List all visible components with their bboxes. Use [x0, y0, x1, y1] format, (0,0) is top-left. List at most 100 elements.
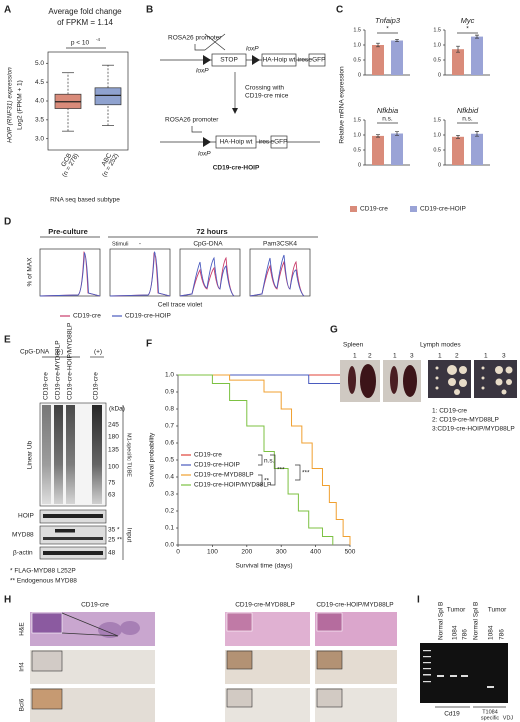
y-tick-label: 0.0: [165, 542, 174, 549]
lane-label: 786: [499, 629, 506, 640]
stat: ***: [277, 467, 285, 474]
box: [270, 135, 288, 149]
histogram: [39, 252, 101, 297]
label: CD19-cre mice: [245, 93, 289, 100]
lane-label: 786: [462, 629, 469, 640]
marker: 245: [108, 422, 119, 429]
box: [211, 53, 247, 67]
y-label: HOIP (RNF31) expression: [7, 67, 14, 143]
band: [92, 405, 102, 504]
y-tick-label: 0.2: [165, 508, 174, 515]
header: Pre-culture: [48, 227, 88, 236]
p-value: p < 10: [71, 40, 90, 47]
y-tick-label: 0.3: [165, 491, 174, 498]
survival-curve: [178, 374, 334, 545]
label: HOIP: [18, 513, 34, 520]
bracket: [270, 454, 276, 486]
x-tick-label: 200: [241, 549, 252, 556]
y-label: Survival probability: [149, 432, 156, 487]
y-tick-label: 0: [438, 72, 441, 78]
marker: 25: [108, 537, 116, 544]
band: [42, 405, 51, 504]
blot: [39, 525, 107, 545]
stat-brackets: n.s. *** ** ***: [258, 454, 310, 486]
y-tick-label: 3.5: [35, 117, 44, 124]
marker: **: [117, 537, 123, 544]
survival-curve: [178, 374, 351, 545]
marker: *: [117, 527, 120, 534]
legend-label: CD19-cre-HOIP: [125, 313, 171, 320]
label: STOP: [220, 57, 238, 64]
error-bar: [395, 131, 399, 136]
spleen: [403, 365, 417, 397]
box: [261, 53, 297, 67]
y-label: % of MAX: [27, 257, 34, 287]
survival-plot: 0.0 0.1 0.2 0.3 0.4 0.5 0.6 0.7 0.8 0.9 1.0 0 100 200…: [165, 372, 356, 556]
legend-label: CD19-cre: [73, 313, 101, 320]
significance: *: [386, 26, 389, 33]
row-label: Bcl6: [19, 698, 26, 711]
x-label: RNA seq based subtype: [50, 197, 120, 204]
x-tick-label: 100: [207, 549, 218, 556]
lane-label: Tumor: [447, 607, 466, 614]
legend-label: CD19-cre: [360, 206, 388, 213]
bar: [372, 135, 384, 165]
significance: *: [466, 26, 469, 33]
label: ROSA26 promoter: [168, 35, 222, 42]
frame: [179, 248, 241, 297]
band: [43, 551, 103, 555]
lane-label: Normal Spl B: [473, 602, 480, 640]
error-bar: [376, 134, 380, 138]
lane-label: Tumor: [488, 607, 507, 614]
y-tick-label: 0.5: [433, 57, 441, 63]
legend-label: CD19-cre-HOIP/MYD88LP: [194, 482, 271, 489]
axis: [364, 30, 410, 76]
y-tick-label: 1.0: [433, 42, 441, 48]
error-bar: [456, 134, 460, 139]
label: VDJ: [503, 715, 514, 721]
y-tick-label: 0.8: [165, 406, 174, 413]
lane-label: 1084: [488, 625, 495, 640]
marker: 135: [108, 447, 119, 454]
y-tick-label: 1.5: [353, 117, 361, 123]
frame: [249, 248, 311, 297]
histogram: [249, 254, 305, 297]
histology: [30, 612, 397, 722]
loxp: [252, 55, 260, 65]
bracket: [258, 454, 263, 466]
bar: [452, 136, 464, 165]
bar: [471, 36, 483, 75]
significance: n.s.: [382, 116, 393, 123]
panel-label: B: [146, 5, 153, 16]
histogram: [109, 251, 171, 297]
lane-label: CD19-cre-MYD88LP: [55, 340, 62, 400]
spleen: [390, 366, 398, 394]
label: Pam3CSK4: [263, 241, 297, 248]
band: [66, 405, 75, 504]
y-tick-label: 4.5: [35, 79, 44, 86]
band: [43, 537, 103, 540]
histogram: [249, 260, 305, 297]
axis: [444, 120, 490, 166]
note: * FLAG-MYD88 L252P: [10, 568, 76, 575]
y-label: Relative mRNA expression: [339, 66, 346, 144]
y-tick-label: 0.6: [165, 440, 174, 447]
column-label: CD19-cre-MYD88LP: [235, 602, 295, 609]
box: [94, 87, 122, 106]
label: Linear Ub: [27, 441, 34, 470]
label: MYD88: [12, 532, 34, 539]
lane-label: CD19-cre: [93, 372, 100, 400]
legend-label: CD19-cre-HOIP: [420, 206, 466, 213]
y-tick-label: 0.5: [165, 457, 174, 464]
column-label: CD19-cre-HOIP/MYD88LP: [316, 602, 393, 609]
label: 3: [410, 353, 414, 360]
y-tick-label: 0: [358, 162, 361, 168]
y-tick-label: 1.5: [353, 27, 361, 33]
y-tick-label: 0: [358, 72, 361, 78]
y-tick-label: 1.5: [433, 117, 441, 123]
histogram: [109, 252, 171, 297]
marker: 48: [108, 550, 116, 557]
legend-label: CD19-cre: [194, 452, 222, 459]
axis: [364, 120, 410, 166]
label: (-): [57, 349, 64, 356]
